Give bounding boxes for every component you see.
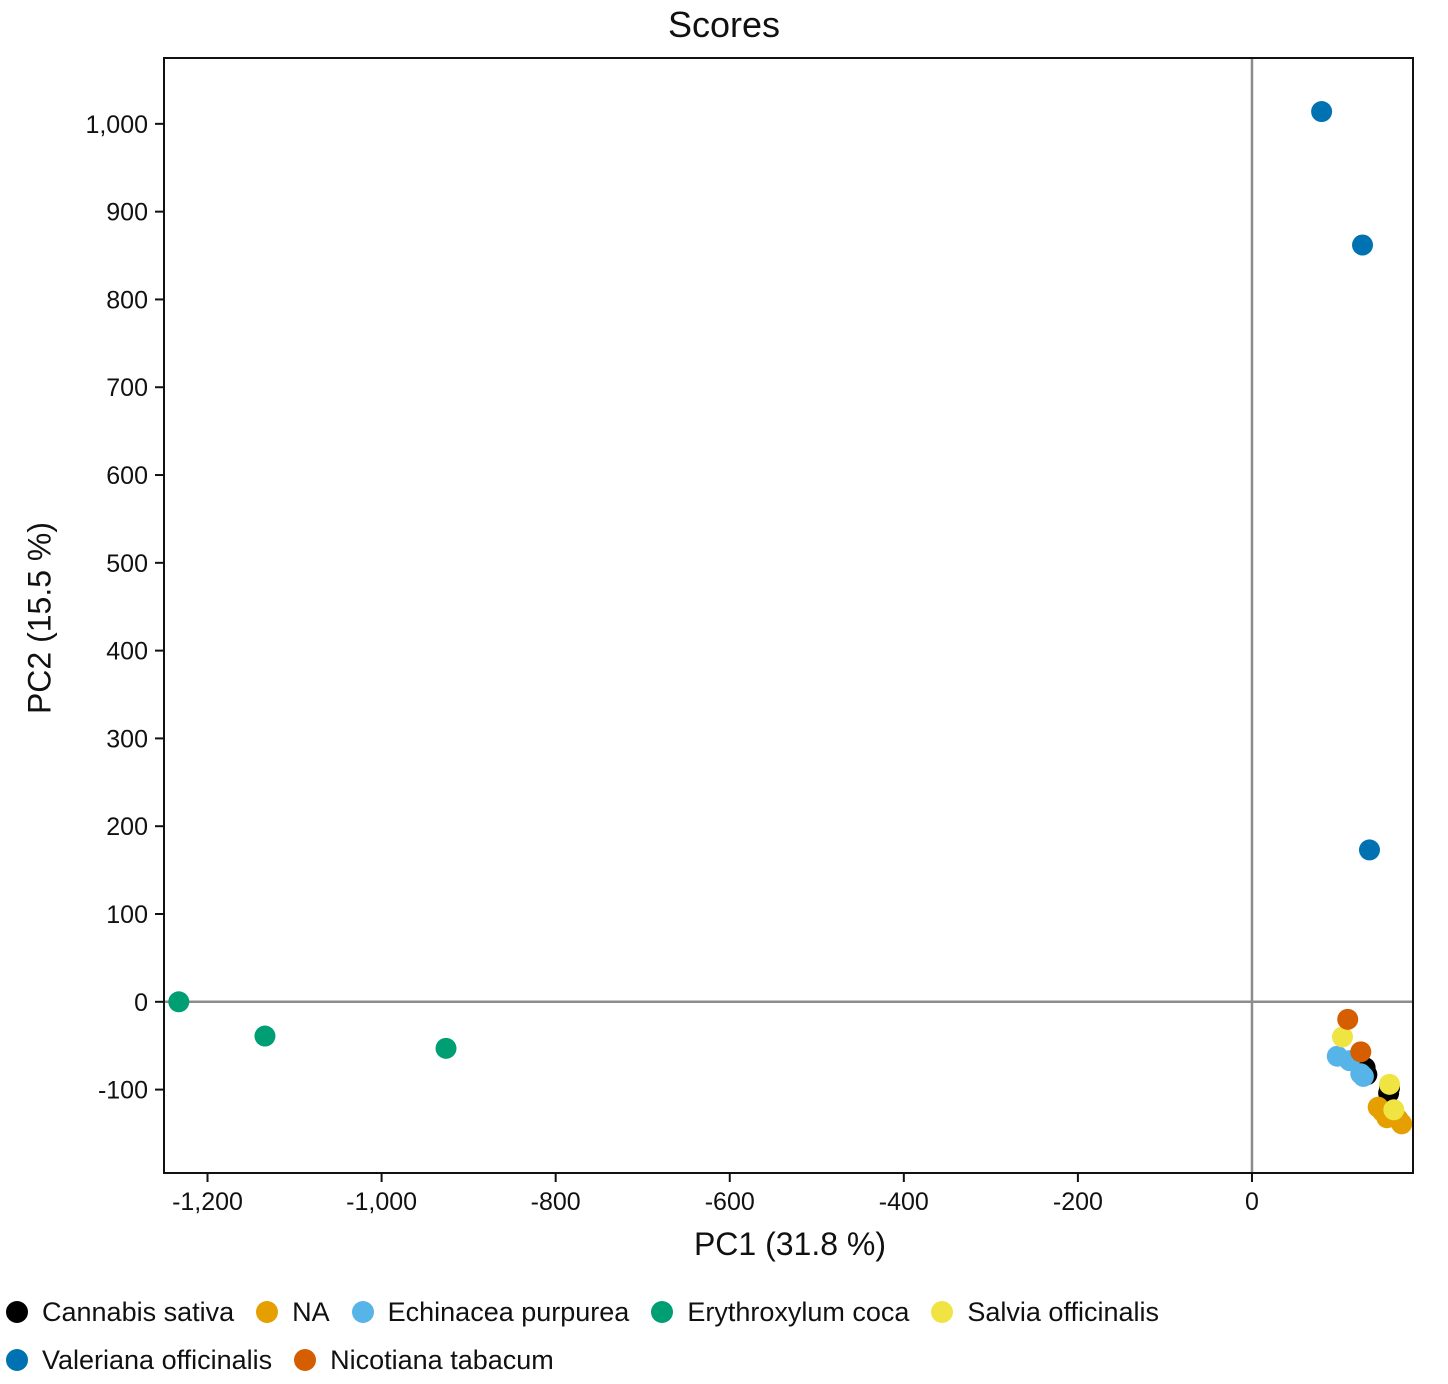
scatter-plot-svg: -1,200 -1,000 -800 -600 -400 -200 0 -100 0 100 200… [85,57,1414,1216]
data-point [1337,1008,1359,1030]
y-tick-label: 500 [106,550,148,578]
y-tick-label: 400 [106,638,148,666]
legend-item-cannabis-sativa: Cannabis sativa [6,1297,234,1328]
legend-marker [931,1301,954,1323]
data-point [435,1037,457,1059]
legend-item-erythroxylum-coca: Erythroxylum coca [651,1297,909,1328]
legend-row-2: Valeriana officinalis Nicotiana tabacum [6,1336,1436,1384]
legend-marker [6,1349,28,1371]
y-tick-label: 0 [134,989,148,1017]
y-tick-label: 700 [106,374,148,402]
y-tick-label: 800 [106,286,148,314]
legend-item-nicotiana-tabacum: Nicotiana tabacum [294,1345,554,1376]
x-tick-label: -800 [531,1188,581,1216]
data-point [1352,1065,1374,1087]
legend: Cannabis sativa NA Echinacea purpurea Er… [6,1288,1436,1384]
y-tick-label: 200 [106,813,148,841]
x-tick-label: -400 [879,1188,929,1216]
legend-item-na: NA [256,1297,330,1328]
legend-item-valeriana-officinalis: Valeriana officinalis [6,1345,272,1376]
data-point [1358,839,1380,861]
data-point [254,1025,276,1047]
legend-marker [256,1301,279,1323]
legend-marker [351,1301,374,1323]
x-tick-label: 0 [1245,1188,1259,1216]
legend-item-salvia-officinalis: Salvia officinalis [931,1297,1159,1328]
x-tick-label: -600 [705,1188,755,1216]
y-tick-label: 900 [106,199,148,227]
legend-row-1: Cannabis sativa NA Echinacea purpurea Er… [6,1288,1436,1336]
x-axis-label: PC1 (31.8 %) [693,1226,887,1262]
x-tick-label: -200 [1053,1188,1103,1216]
y-tick-label: -100 [98,1077,148,1105]
legend-label: Valeriana officinalis [42,1344,273,1375]
data-point [168,991,190,1013]
x-tick-label: -1,200 [172,1188,243,1216]
legend-label: Nicotiana tabacum [330,1344,554,1375]
y-tick-label: 1,000 [85,111,148,139]
plot-frame [163,57,1414,1174]
legend-label: Erythroxylum coca [687,1296,910,1327]
y-tick-label: 600 [106,462,148,490]
data-point [1350,1041,1372,1063]
legend-label: Cannabis sativa [42,1296,235,1327]
legend-label: Salvia officinalis [967,1296,1159,1327]
legend-marker [294,1349,317,1371]
data-point [1352,234,1374,256]
data-point [1311,101,1333,123]
data-point [1331,1026,1353,1048]
data-point [1378,1073,1400,1095]
legend-label: Echinacea purpurea [387,1296,630,1327]
scores-chart: Scores -1,200 -1,000 -800 -600 -400 -200 0 -100… [21,4,1414,1262]
legend-marker [651,1301,674,1323]
legend-marker [6,1301,28,1323]
y-tick-label: 300 [106,725,148,753]
x-tick-label: -1,000 [346,1188,417,1216]
chart-title: Scores [667,4,781,45]
legend-item-echinacea-purpurea: Echinacea purpurea [351,1296,630,1328]
y-axis-label: PC2 (15.5 %) [21,521,58,715]
data-point [1383,1099,1405,1121]
y-tick-label: 100 [106,901,148,929]
legend-label: NA [292,1296,330,1327]
